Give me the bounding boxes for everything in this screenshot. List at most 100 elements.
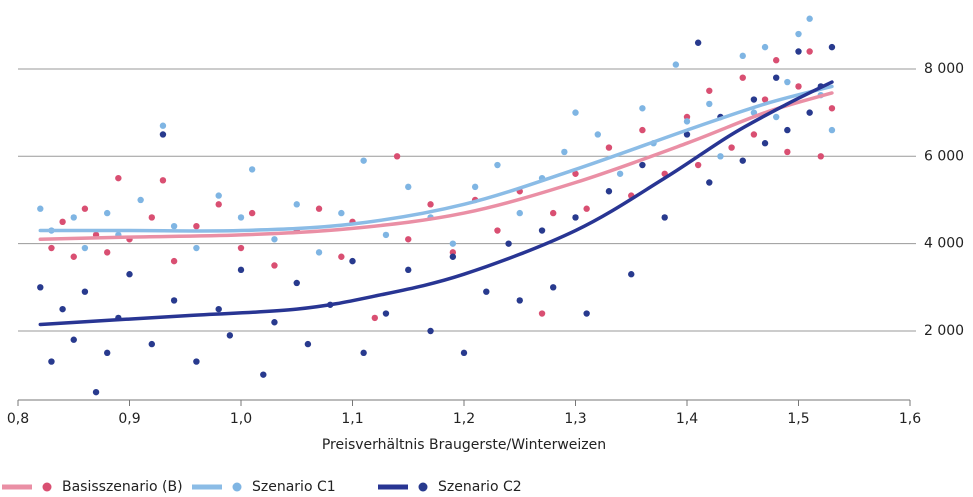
scatter-point — [271, 319, 278, 326]
y-tick-label: 8 000 — [924, 61, 964, 77]
scatter-point — [126, 271, 133, 278]
scatter-point — [193, 244, 200, 252]
scatter-point — [237, 266, 245, 274]
scatter-point — [360, 349, 367, 357]
y-tick-label: 4 000 — [924, 236, 964, 252]
scatter-point — [795, 30, 802, 38]
legend-dot — [42, 482, 52, 492]
scatter-point — [639, 161, 646, 169]
scatter-point — [750, 109, 758, 116]
scatter-point — [304, 340, 312, 348]
scatter-point — [92, 388, 100, 396]
scatter-point — [70, 336, 77, 343]
x-tick-label: 1,5 — [787, 411, 809, 427]
scatter-point — [170, 297, 178, 304]
scatter-point — [761, 43, 769, 51]
trend-line — [38, 84, 834, 233]
scatter-point — [170, 257, 178, 265]
scatter-point — [572, 214, 579, 221]
scatter-point — [59, 305, 66, 313]
legend-label: Szenario C1 — [252, 479, 336, 495]
scatter-point — [739, 52, 746, 60]
scatter-point — [806, 109, 813, 116]
scatter-point — [706, 179, 713, 186]
scatter-point — [516, 297, 523, 304]
scatter-point — [750, 131, 758, 138]
scatter-point — [706, 100, 713, 108]
scatter-point — [594, 131, 601, 138]
legend-label: Basisszenario (B) — [62, 479, 183, 495]
scatter-point — [248, 209, 256, 217]
scatter-point — [81, 288, 89, 295]
scatter-point — [817, 153, 824, 160]
scatter-point — [538, 227, 546, 234]
scatter-point — [248, 166, 256, 173]
scatter-point — [215, 192, 222, 199]
scatter-point — [828, 105, 836, 112]
scatter-point — [828, 43, 836, 51]
scatter-point — [237, 244, 245, 252]
scatter-point — [405, 183, 412, 191]
scatter-point — [694, 39, 702, 46]
scatter-point — [728, 144, 735, 151]
scatter-point — [382, 310, 390, 317]
x-tick-label: 1,1 — [341, 411, 363, 427]
scatter-point — [550, 209, 557, 217]
scatter-point — [293, 201, 300, 208]
scatter-point — [717, 153, 724, 160]
scatter-point — [193, 358, 200, 365]
scatter-point — [427, 201, 434, 208]
scatter-point — [59, 218, 66, 226]
scatter-point — [315, 249, 323, 256]
scatter-point — [483, 288, 490, 295]
scatter-point — [104, 209, 111, 217]
scatter-point — [81, 205, 89, 212]
legend-label: Szenario C2 — [438, 479, 522, 495]
scatter-point — [494, 227, 501, 234]
scatter-point — [170, 222, 178, 230]
x-tick-label: 0,8 — [7, 411, 29, 427]
scatter-point — [784, 148, 791, 156]
scatter-point — [661, 214, 668, 221]
scatter-point — [572, 109, 579, 116]
scatter-point — [683, 131, 691, 138]
scatter-point — [795, 48, 802, 55]
scatter-point — [104, 349, 111, 357]
scatter-point — [628, 271, 635, 278]
x-tick-label: 1,6 — [899, 411, 921, 427]
scatter-point — [338, 253, 345, 260]
scatter-point — [516, 209, 523, 217]
y-tick-label: 6 000 — [924, 148, 964, 164]
trend-line — [38, 80, 834, 327]
x-tick-label: 0,9 — [118, 411, 140, 427]
scatter-point — [315, 205, 323, 212]
x-tick-label: 1,3 — [564, 411, 586, 427]
scatter-point — [739, 74, 746, 81]
scatter-point — [616, 170, 624, 177]
scatter-point — [806, 15, 813, 22]
scatter-point — [405, 266, 412, 274]
scatter-point — [37, 284, 44, 291]
scatter-point — [784, 126, 791, 134]
scatter-point — [449, 253, 457, 260]
scatter-point — [639, 126, 646, 134]
scatter-point — [672, 61, 680, 68]
scatter-point — [137, 196, 144, 204]
scatter-point — [405, 236, 412, 243]
scatter-point — [761, 96, 769, 103]
scatter-point — [773, 113, 780, 121]
scatter-point — [739, 157, 746, 164]
scatter-point — [605, 144, 613, 151]
scatter-point — [828, 126, 836, 134]
scatter-point — [360, 157, 367, 164]
trend-line — [38, 91, 834, 242]
scatter-point — [371, 314, 378, 322]
scatter-point — [572, 170, 579, 177]
scatter-point — [550, 284, 557, 291]
scatter-point — [271, 262, 278, 269]
scatter-point — [104, 249, 111, 256]
legend-dot — [232, 482, 242, 492]
scatter-point — [460, 349, 468, 357]
y-tick-label: 2 000 — [924, 323, 964, 339]
scatter-point — [159, 131, 167, 138]
